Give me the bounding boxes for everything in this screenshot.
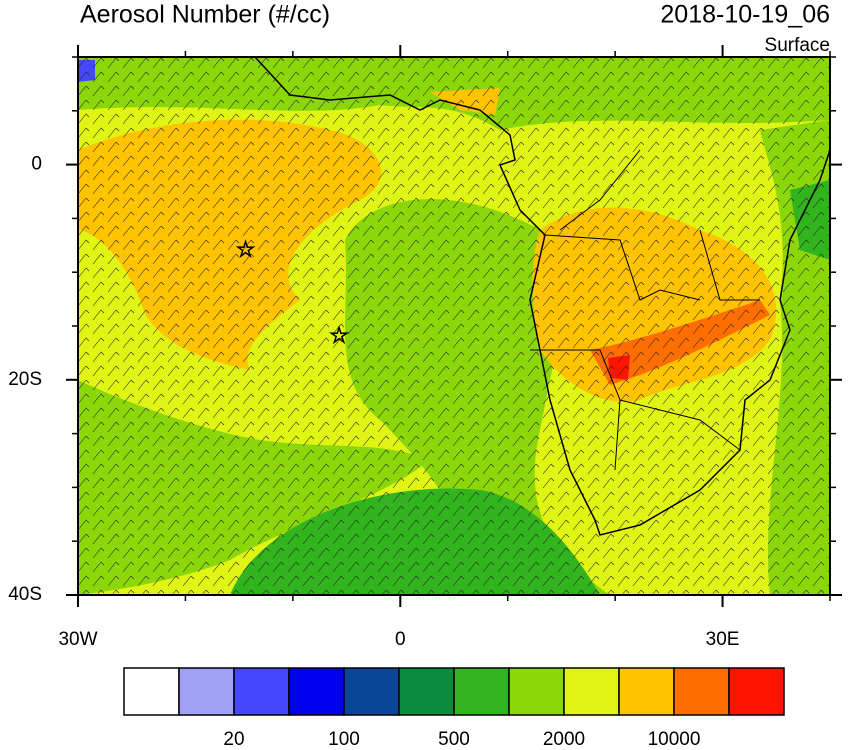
x-tick-label: 0 (395, 629, 406, 650)
x-tick-label: 30W (58, 629, 97, 650)
colorbar-box (618, 667, 675, 716)
colorbar-box (288, 667, 345, 716)
site-marker (235, 239, 256, 259)
colorbar-box (453, 667, 510, 716)
colorbar-box (233, 667, 290, 716)
colorbar-label: 100 (328, 729, 360, 750)
title: Aerosol Number (#/cc) (80, 1, 330, 29)
wind-barbs (78, 57, 830, 595)
colorbar-label: 500 (438, 729, 470, 750)
colorbar-box (343, 667, 400, 716)
colorbar-box (123, 667, 180, 716)
colorbar-box (398, 667, 455, 716)
colorbar-box (673, 667, 730, 716)
y-tick-label: 0 (31, 154, 42, 175)
colorbar-label: 20 (223, 729, 244, 750)
colorbar-box (563, 667, 620, 716)
level: Surface (765, 35, 830, 56)
time: 2018-10-19_06 (660, 1, 830, 29)
coastline (254, 57, 830, 536)
colorbar-label: 2000 (543, 729, 585, 750)
borders (530, 149, 760, 471)
y-tick-label: 40S (8, 584, 42, 605)
colorbar-label: 10000 (648, 729, 701, 750)
y-tick-label: 20S (8, 369, 42, 390)
site-marker (328, 325, 350, 345)
x-tick-label: 30E (706, 629, 740, 650)
map-field (78, 57, 830, 595)
colorbar-box (508, 667, 565, 716)
colorbar-box (728, 667, 785, 716)
colorbar-box (178, 667, 235, 716)
